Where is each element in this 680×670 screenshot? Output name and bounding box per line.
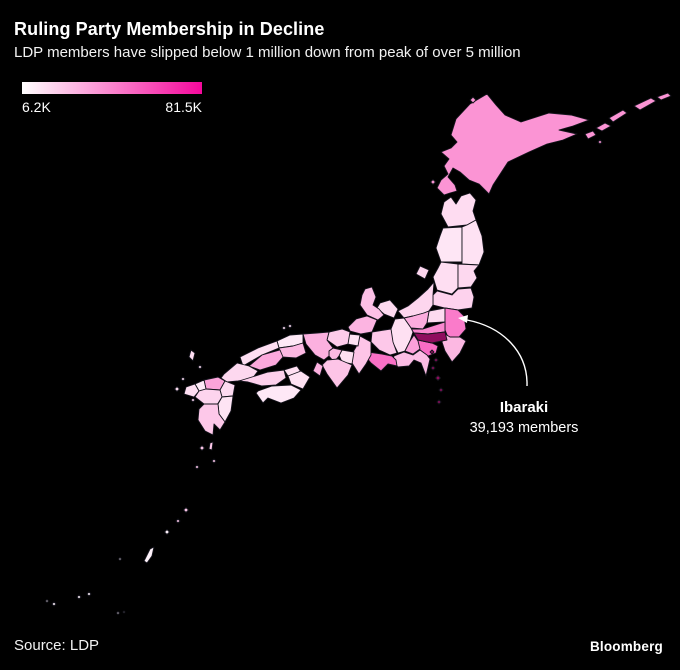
prefecture-okinawa xyxy=(143,546,155,564)
prefecture-kumamoto xyxy=(190,397,196,403)
legend-min-label: 6.2K xyxy=(22,99,51,115)
prefecture-ehime xyxy=(238,369,287,387)
prefecture-miyagi xyxy=(457,263,480,289)
annotation-members: 39,193 members xyxy=(469,420,579,436)
prefecture-kumamoto xyxy=(194,388,223,406)
prefecture-nagasaki xyxy=(197,364,203,370)
prefecture-tokyo xyxy=(430,365,436,371)
prefecture-tokyo xyxy=(429,349,435,355)
prefecture-kochi xyxy=(255,384,302,404)
prefecture-kagoshima xyxy=(199,445,205,451)
prefecture-aomori xyxy=(440,192,477,228)
legend-max-label: 81.5K xyxy=(165,99,202,115)
prefecture-kagoshima xyxy=(194,464,200,470)
prefecture-nagasaki xyxy=(174,386,180,392)
prefecture-hokkaido xyxy=(597,139,603,145)
prefecture-hokkaido xyxy=(436,93,590,196)
prefecture-tokyo xyxy=(413,331,448,344)
map-annotation: Ibaraki 39,193 members xyxy=(444,398,604,438)
prefecture-nagasaki xyxy=(188,349,196,362)
prefecture-gunma xyxy=(403,310,430,330)
prefecture-tokyo xyxy=(435,375,441,381)
prefecture-wakayama xyxy=(321,358,353,389)
prefecture-okinawa xyxy=(51,601,57,607)
prefecture-shimane xyxy=(287,323,293,329)
brand-logo: Bloomberg xyxy=(589,639,663,654)
prefecture-tokyo xyxy=(438,387,444,393)
prefecture-okinawa xyxy=(86,591,92,597)
prefecture-hokkaido xyxy=(469,96,477,104)
prefecture-yamagata xyxy=(432,261,459,295)
prefecture-yamanashi xyxy=(404,334,421,355)
callout-line xyxy=(466,319,528,387)
prefecture-chiba xyxy=(441,333,467,363)
prefecture-kagoshima xyxy=(175,518,181,524)
prefecture-tokyo xyxy=(433,357,439,363)
prefecture-kagoshima xyxy=(211,458,217,464)
prefecture-nagasaki xyxy=(180,376,186,382)
prefecture-ishikawa xyxy=(359,286,385,321)
source-note: Source: LDP xyxy=(14,637,100,654)
prefecture-hyogo xyxy=(312,361,324,377)
prefecture-gifu xyxy=(370,328,398,356)
prefecture-shimane xyxy=(281,325,287,331)
prefecture-shizuoka xyxy=(391,349,431,377)
prefecture-shapes xyxy=(45,92,672,615)
prefecture-hyogo xyxy=(302,331,334,361)
prefecture-niigata xyxy=(415,265,430,280)
prefecture-akita xyxy=(435,226,463,263)
annotation-prefecture: Ibaraki xyxy=(499,399,549,416)
prefecture-ibaraki xyxy=(444,307,467,338)
page-title: Ruling Party Membership in Decline xyxy=(14,19,325,39)
prefecture-okinawa xyxy=(116,611,120,615)
prefecture-hokkaido xyxy=(656,92,672,101)
legend-gradient-bar xyxy=(22,82,202,94)
prefecture-hokkaido xyxy=(595,122,612,132)
prefecture-hokkaido xyxy=(430,179,436,185)
prefecture-hokkaido xyxy=(633,97,657,111)
prefecture-okinawa xyxy=(45,599,49,603)
prefecture-kagoshima xyxy=(208,441,214,451)
color-legend: 6.2K 81.5K xyxy=(22,82,202,115)
prefecture-okinawa xyxy=(76,594,82,600)
prefecture-okinawa xyxy=(118,557,122,561)
prefecture-tokyo xyxy=(436,399,442,405)
prefecture-fukui xyxy=(347,315,378,335)
prefecture-hiroshima xyxy=(248,349,284,371)
prefecture-kagoshima xyxy=(183,507,189,513)
legend-labels: 6.2K 81.5K xyxy=(22,99,202,115)
page-subtitle: LDP members have slipped below 1 million… xyxy=(14,44,521,61)
prefecture-tokushima xyxy=(287,370,311,390)
callout-arrowhead xyxy=(458,315,468,323)
prefecture-kagoshima xyxy=(197,403,226,436)
prefecture-okinawa xyxy=(164,529,170,535)
prefecture-hokkaido xyxy=(584,130,597,140)
prefecture-okinawa xyxy=(122,610,126,614)
prefecture-iwate xyxy=(461,219,485,266)
prefecture-hokkaido xyxy=(608,109,628,123)
